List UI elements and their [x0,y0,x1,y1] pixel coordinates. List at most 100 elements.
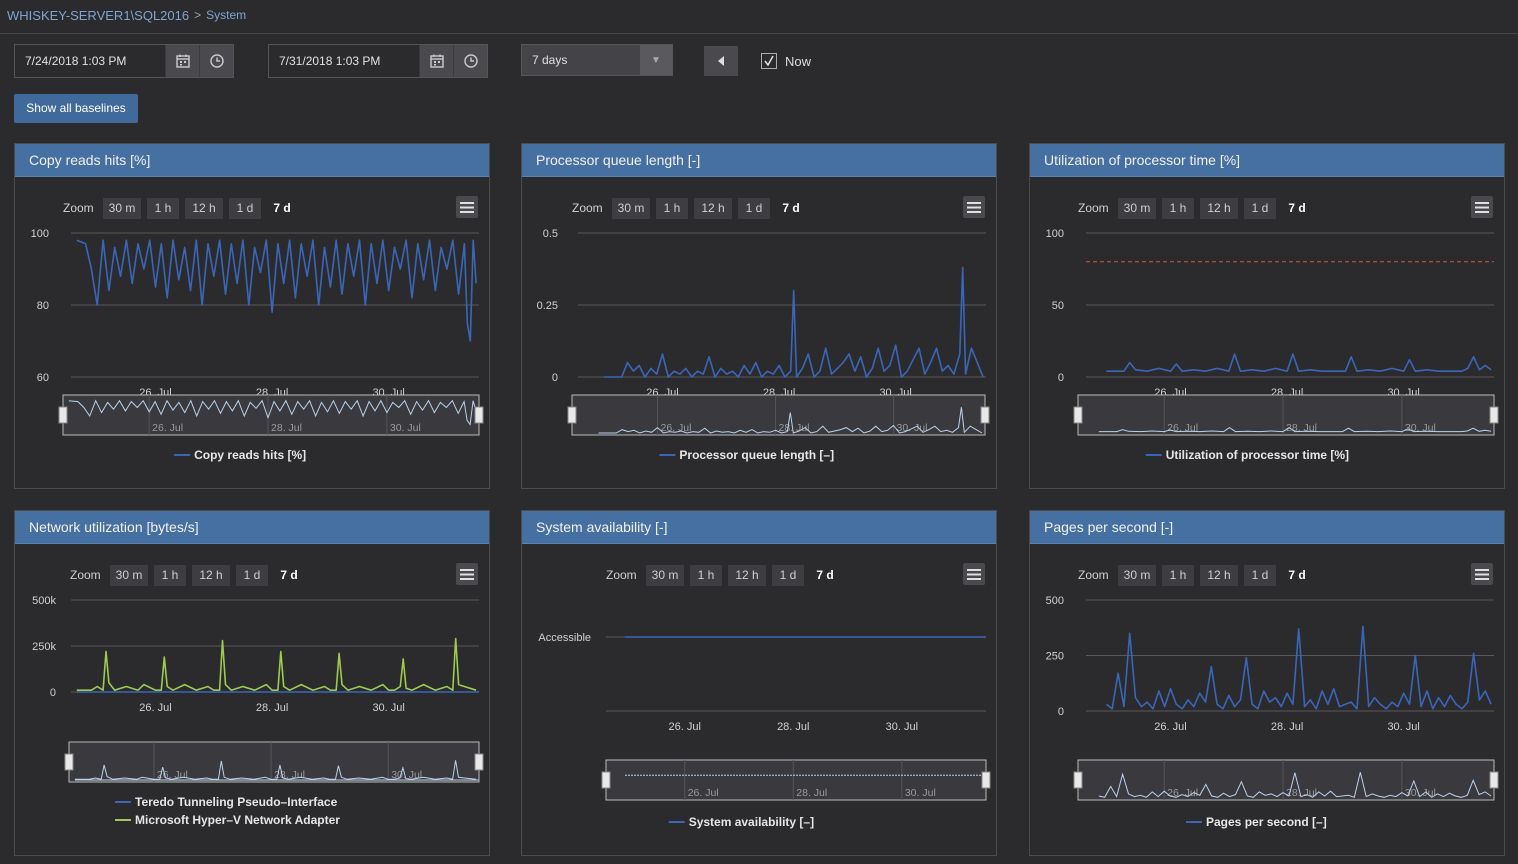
navigator-right-handle[interactable] [980,406,990,424]
start-datetime-picker: 7/24/2018 1:03 PM [14,44,234,78]
hamburger-icon [967,578,981,580]
hamburger-icon [1475,573,1489,576]
zoom-button-1h[interactable] [147,198,179,219]
legend-item[interactable]: System availability [–] [689,815,814,829]
navigator-right-handle[interactable] [1489,771,1499,789]
navigator-right-handle[interactable] [1489,406,1499,424]
chart-processor-time: Zoom 30 m 1 h 12 h 1 d 7 d 100 50 0 26. Jul 28. Ju… [1046,196,1499,462]
zoom-button-12h[interactable] [728,565,766,586]
y-tick-label: 80 [37,300,49,312]
chart-menu-button[interactable] [1471,196,1493,218]
chevron-down-icon[interactable]: ▼ [640,45,672,75]
navigator[interactable]: 26. Jul 28. Jul 30. Jul [567,394,990,436]
zoom-button-30m[interactable] [612,198,650,219]
hamburger-icon [460,211,474,213]
end-datetime-input[interactable]: 7/31/2018 1:03 PM [279,54,381,68]
hamburger-icon [1475,578,1489,580]
navigator-left-handle[interactable] [1073,406,1083,424]
start-time-button[interactable] [199,45,233,77]
zoom-button-30m[interactable] [646,565,684,586]
navigator[interactable]: 26. Jul 28. Jul 30. Jul [601,759,991,801]
chart-menu-button[interactable] [1471,563,1493,585]
legend: Teredo Tunneling Pseudo–Interface Microso… [115,795,340,827]
navigator-left-handle[interactable] [58,406,68,424]
chart-copy-reads-hits: Zoom 30 m 1 h 12 h 1 d 7 d 100 80 60 26. Jul 28. J… [31,196,484,462]
breadcrumb-server-link[interactable]: WHISKEY-SERVER1\SQL2016 [7,7,190,23]
chart-menu-button[interactable] [456,563,478,585]
zoom-button-1d[interactable] [236,565,268,586]
clock-icon [463,54,478,68]
navigator-left-handle[interactable] [601,771,611,789]
y-tick-label: 250k [32,641,56,653]
zoom-button-1h[interactable] [656,198,688,219]
end-calendar-button[interactable] [419,45,453,77]
zoom-button-1h[interactable] [1162,198,1194,219]
navigator-series-0 [1098,426,1492,433]
legend-item[interactable]: Teredo Tunneling Pseudo–Interface [135,795,338,809]
show-all-baselines-button[interactable]: Show all baselines [14,94,138,123]
legend-item[interactable]: Microsoft Hyper–V Network Adapter [135,813,340,827]
zoom-button-1d[interactable] [772,565,804,586]
previous-period-button[interactable] [704,46,738,76]
navigator-x-tick-label: 30. Jul [905,787,936,799]
panel-title: Processor queue length [-] [522,144,996,177]
legend-item[interactable]: Copy reads hits [%] [194,448,306,462]
navigator[interactable]: 26. Jul 28. Jul 30. Jul [58,394,484,436]
zoom-button-label: 1 d [237,201,254,215]
zoom-button-30m[interactable] [1118,198,1156,219]
navigator[interactable]: 26. Jul 28. Jul 30. Jul [1073,759,1499,801]
hamburger-icon [967,202,981,204]
y-tick-label: Accessible [538,632,591,644]
navigator-left-handle[interactable] [567,406,577,424]
navigator-right-handle[interactable] [981,771,991,789]
time-range-select[interactable]: 7 days ▼ [521,44,673,76]
legend-item[interactable]: Processor queue length [–] [679,448,834,462]
chart-menu-button[interactable] [456,196,478,218]
legend: Utilization of processor time [%] [1145,448,1349,462]
navigator[interactable]: 26. Jul 28. Jul 30. Jul [64,741,484,783]
navigator-series-0 [598,407,983,434]
checkmark-icon [764,55,774,67]
chart-menu-button[interactable] [963,196,985,218]
zoom-button-12h[interactable] [192,565,230,586]
hamburger-icon [460,578,474,580]
zoom-button-12h[interactable] [185,198,223,219]
zoom-button-12h[interactable] [1200,198,1238,219]
zoom-button-30m[interactable] [110,565,148,586]
end-time-button[interactable] [453,45,487,77]
now-checkbox[interactable] [761,53,777,69]
zoom-button-1d[interactable] [1244,565,1276,586]
navigator[interactable]: 26. Jul 28. Jul 30. Jul [1073,394,1499,436]
clock-icon [209,54,224,68]
navigator-x-tick-label: 30. Jul [1405,787,1436,799]
zoom-button-1h[interactable] [154,565,186,586]
navigator-frame [1077,394,1495,436]
zoom-button-30m[interactable] [1118,565,1156,586]
navigator-left-handle[interactable] [1073,771,1083,789]
navigator-right-handle[interactable] [474,753,484,771]
legend-item[interactable]: Pages per second [–] [1206,815,1327,829]
start-datetime-input[interactable]: 7/24/2018 1:03 PM [25,54,127,68]
zoom-button-label: 30 m [1124,201,1151,215]
zoom-button-30m[interactable] [103,198,141,219]
navigator-series-1 [74,760,477,780]
zoom-button-1d[interactable] [1244,198,1276,219]
navigator-right-handle[interactable] [474,406,484,424]
zoom-button-12h[interactable] [1200,565,1238,586]
hamburger-icon [460,573,474,576]
zoom-label: Zoom [606,568,637,582]
start-calendar-button[interactable] [165,45,199,77]
navigator-left-handle[interactable] [64,753,74,771]
zoom-button-1d[interactable] [738,198,770,219]
chart-menu-button[interactable] [963,563,985,585]
x-tick-label: 30. Jul [1387,721,1419,733]
zoom-button-label: 12 h [192,201,215,215]
legend-item[interactable]: Utilization of processor time [%] [1166,448,1349,462]
zoom-button-1d[interactable] [229,198,261,219]
zoom-label: Zoom [572,201,603,215]
zoom-button-1h[interactable] [1162,565,1194,586]
y-tick-label: 50 [1052,300,1064,312]
zoom-button-label: 30 m [116,568,143,582]
zoom-button-12h[interactable] [694,198,732,219]
zoom-button-1h[interactable] [690,565,722,586]
